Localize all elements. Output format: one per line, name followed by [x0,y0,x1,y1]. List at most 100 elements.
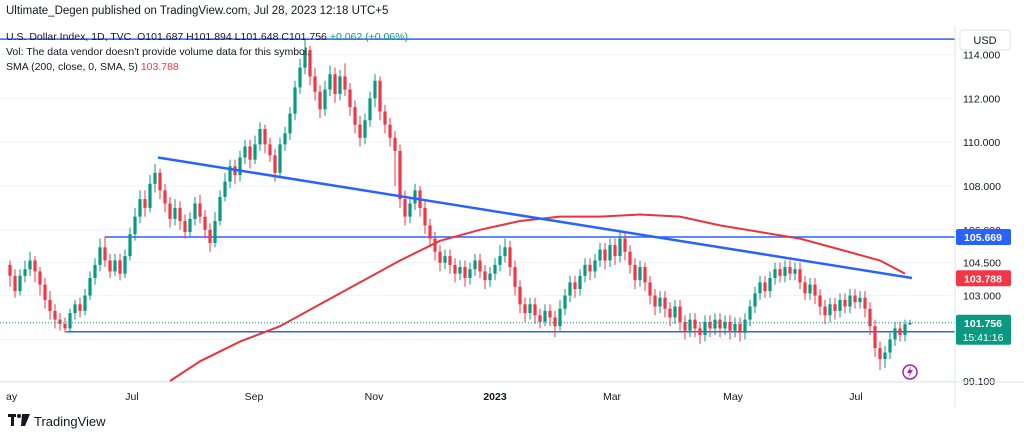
ohlc-open: O101.687 [137,31,184,43]
candle-body [218,196,222,222]
sma-row[interactable]: SMA (200, close, 0, SMA, 5) 103.788 [6,60,408,75]
brand-name: TradingView [34,414,106,429]
candle-body [303,50,307,68]
candle-body [48,299,52,311]
candle-body [793,269,797,274]
candle-body [873,326,877,349]
horizontal-lines[interactable] [0,38,955,333]
candle-body [393,137,397,151]
current-price-badge: 101.756 [964,318,1002,330]
candle-body [533,304,537,316]
candle-body [883,352,887,360]
candle-body [428,225,432,239]
symbol-title[interactable]: U.S. Dollar Index, 1D, TVC [6,31,132,43]
candle-body [893,328,897,340]
candle-body [768,278,772,292]
candle-body [788,267,792,274]
candle-body [378,80,382,112]
price-axis[interactable]: 99.100101.000103.000104.500106.000108.00… [954,26,1001,407]
candle-body [63,324,67,329]
sma-line[interactable] [169,213,906,382]
candle-body [383,111,387,125]
candle-body [118,260,122,274]
sma-label: SMA (200, close, 0, SMA, 5) [6,61,138,73]
candle-body [403,199,407,217]
candle-body [808,284,812,294]
candle-body [298,67,302,88]
candle-body [123,256,127,274]
candle-body [638,267,642,281]
candle-body [508,247,512,268]
candle-body [608,245,612,261]
candle-body [353,107,357,125]
candle-body [98,247,102,265]
symbol-row: U.S. Dollar Index, 1D, TVC O101.687 H101… [6,30,408,45]
candle-body [148,183,152,208]
candle-body [573,282,577,289]
candle-body [83,295,87,311]
x-tick-label: Nov [365,391,384,403]
candle-body [113,260,117,272]
candle-body [778,269,782,276]
price-chart[interactable]: 99.100101.000103.000104.500106.000108.00… [0,26,1024,407]
volume-note: Vol: The data vendor doesn't provide vol… [6,46,311,58]
currency-box[interactable]: USD [959,29,1011,51]
candle-body [843,299,847,307]
candle-body [223,181,227,197]
candle-body [703,321,707,335]
candle-body [653,295,657,307]
bar-countdown: 15:41:16 [963,332,1004,344]
candle-body [878,348,882,360]
time-axis[interactable]: ay Jul Sep Nov 2023 Mar May Jul [0,381,1024,403]
candle-body [288,113,292,134]
candle-body [523,304,527,314]
candle-body [658,297,662,307]
ohlc-low: L101.648 [234,31,279,43]
candle-body [243,146,247,158]
y-tick-label: 112.000 [963,93,1000,105]
price-badge-103.788-bg [956,270,1011,287]
candle-body [688,319,692,331]
candle-body [108,260,112,272]
candle-body [188,218,192,232]
candle-body [743,319,747,333]
candle-body [728,321,732,331]
candle-body [18,275,22,292]
candle-body [828,304,832,316]
chart-legend: U.S. Dollar Index, 1D, TVC O101.687 H101… [6,30,408,75]
candle-body [338,76,342,94]
candle-body [313,76,317,92]
candle-body [488,273,492,281]
candle-body [443,256,447,263]
candle-body [433,238,437,252]
candle-body [38,271,42,285]
candle-body [103,247,107,261]
candle-body [628,251,632,265]
candle-body [73,304,77,314]
candle-body [528,304,532,314]
candle-body [308,50,312,77]
candle-body [33,260,37,272]
candle-body [693,319,697,329]
candle-body [708,321,712,329]
flash-icon[interactable] [902,364,918,380]
candle-body [463,267,467,279]
candle-body [748,306,752,320]
candle-body [548,310,552,318]
candles [8,39,912,371]
candle-body [683,321,687,331]
candle-body [733,324,737,331]
footer-brand[interactable]: TradingView [8,414,106,429]
trendline[interactable] [157,156,913,280]
x-tick-label: Sep [245,391,264,403]
candle-body [598,249,602,261]
candle-body [8,264,12,276]
price-change: +0.062 (+0.06%) [329,31,409,43]
candle-body [783,267,787,276]
candle-body [498,256,502,265]
ohlc-close: C101.756 [281,31,327,43]
candle-body [888,339,892,353]
candle-body [128,234,132,257]
chart-area[interactable]: 99.100101.000103.000104.500106.000108.00… [0,26,1024,407]
candle-body [53,310,57,320]
